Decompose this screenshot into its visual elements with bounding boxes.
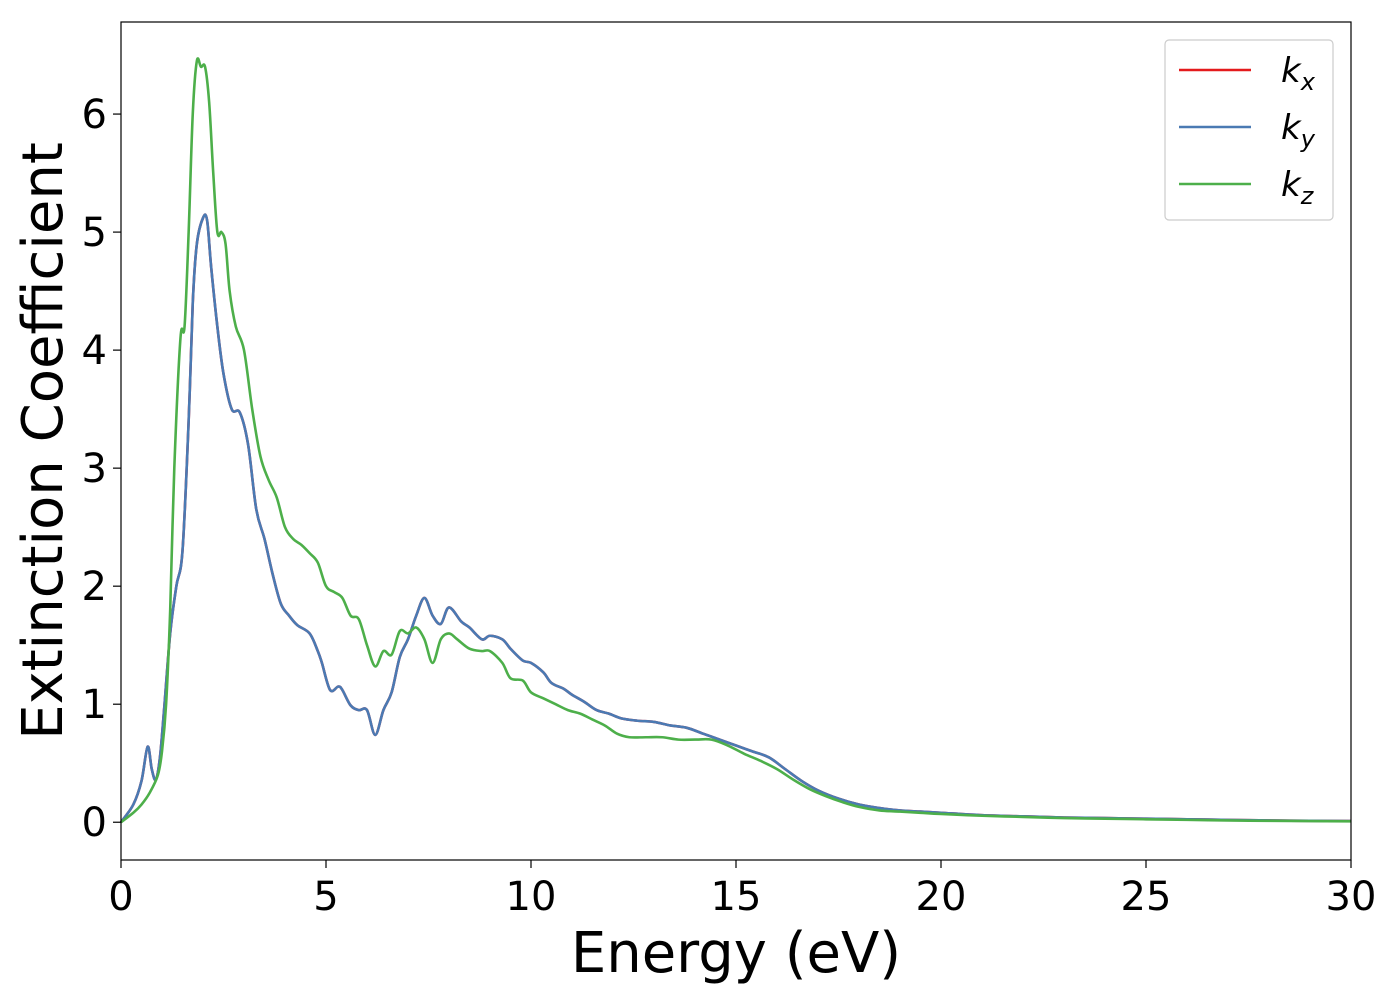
y-tick-label: 1 xyxy=(82,682,107,728)
series-layer xyxy=(119,57,1352,824)
y-tick-label: 2 xyxy=(82,564,107,610)
y-tick-label: 5 xyxy=(82,210,107,256)
legend: kx ky kz xyxy=(1164,39,1334,221)
y-tick-label: 3 xyxy=(82,446,107,492)
y-tick-label: 6 xyxy=(82,92,107,138)
legend-label-x: kx xyxy=(1281,51,1316,96)
legend-label-y: ky xyxy=(1281,108,1316,153)
legend-label-z: kz xyxy=(1281,165,1315,210)
ticks-layer: 0 5 10 15 20 25 30 0 1 2 3 4 5 6 xyxy=(82,92,1377,920)
y-axis-label: Extinction Coefficient xyxy=(11,142,76,740)
series-line-y xyxy=(119,213,1352,823)
series-line-z xyxy=(120,57,1352,824)
legend-box xyxy=(1164,39,1334,221)
x-tick-label: 30 xyxy=(1326,874,1377,920)
x-tick-label: 0 xyxy=(108,874,133,920)
x-tick-label: 10 xyxy=(506,874,557,920)
x-tick-label: 15 xyxy=(711,874,762,920)
y-tick-label: 0 xyxy=(82,800,107,846)
x-axis-label: Energy (eV) xyxy=(571,921,901,986)
x-tick-label: 5 xyxy=(313,874,338,920)
x-tick-label: 25 xyxy=(1121,874,1172,920)
x-tick-label: 20 xyxy=(916,874,967,920)
y-tick-label: 4 xyxy=(82,328,107,374)
